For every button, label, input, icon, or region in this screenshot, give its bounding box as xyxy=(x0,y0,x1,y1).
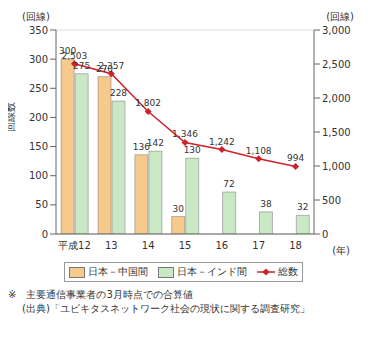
svg-text:72: 72 xyxy=(223,179,234,189)
svg-text:2,000: 2,000 xyxy=(322,93,351,104)
svg-text:0: 0 xyxy=(42,229,48,240)
svg-text:32: 32 xyxy=(297,202,308,212)
svg-text:1,500: 1,500 xyxy=(322,127,351,138)
svg-text:18: 18 xyxy=(289,240,302,251)
svg-text:1,000: 1,000 xyxy=(322,161,351,172)
svg-text:228: 228 xyxy=(110,88,127,98)
svg-text:350: 350 xyxy=(29,25,48,36)
svg-text:13: 13 xyxy=(105,240,118,251)
svg-text:150: 150 xyxy=(29,141,48,152)
svg-text:130: 130 xyxy=(184,145,201,155)
svg-text:250: 250 xyxy=(29,83,48,94)
html-text:(回線): (回線) xyxy=(22,11,50,22)
svg-text:1,242: 1,242 xyxy=(209,137,235,147)
svg-text:1,802: 1,802 xyxy=(135,98,161,108)
html-text:日本－インド間: 日本－インド間 xyxy=(176,266,247,277)
html-text:日本－中国間: 日本－中国間 xyxy=(87,266,148,277)
svg-text:15: 15 xyxy=(179,240,192,251)
svg-text:平成12: 平成12 xyxy=(58,240,91,251)
svg-text:994: 994 xyxy=(287,153,304,163)
svg-text:2,500: 2,500 xyxy=(322,59,351,70)
svg-text:38: 38 xyxy=(260,199,272,209)
html-text:(回線): (回線) xyxy=(326,11,354,22)
svg-text:14: 14 xyxy=(142,240,155,251)
svg-text:2,357: 2,357 xyxy=(98,61,124,71)
html-text:(年): (年) xyxy=(332,245,350,256)
svg-text:500: 500 xyxy=(322,195,341,206)
svg-text:136: 136 xyxy=(132,141,150,152)
svg-text:2,503: 2,503 xyxy=(62,51,88,61)
html-text:総数: 総数 xyxy=(277,266,298,277)
svg-text:200: 200 xyxy=(29,112,48,123)
svg-text:1,346: 1,346 xyxy=(172,129,198,139)
svg-text:0: 0 xyxy=(322,229,328,240)
svg-text:30: 30 xyxy=(173,204,185,214)
svg-text:300: 300 xyxy=(29,54,48,65)
svg-text:1,108: 1,108 xyxy=(246,146,272,156)
svg-text:3,000: 3,000 xyxy=(322,25,351,36)
svg-text:回線数: 回線数 xyxy=(8,102,16,132)
svg-text:50: 50 xyxy=(35,199,48,210)
svg-text:17: 17 xyxy=(252,240,265,251)
html-text:※ 主要通信事業者の3月時点での合算値: ※ 主要通信事業者の3月時点での合算値 xyxy=(8,289,193,300)
svg-text:16: 16 xyxy=(215,240,228,251)
svg-text:100: 100 xyxy=(29,170,48,181)
svg-text:275: 275 xyxy=(73,61,90,71)
svg-text:142: 142 xyxy=(147,138,164,148)
html-text:(出典)「ユビキタスネットワーク社会の現状に関する調査研究」: (出典)「ユビキタスネットワーク社会の現状に関する調査研究」 xyxy=(22,303,310,314)
